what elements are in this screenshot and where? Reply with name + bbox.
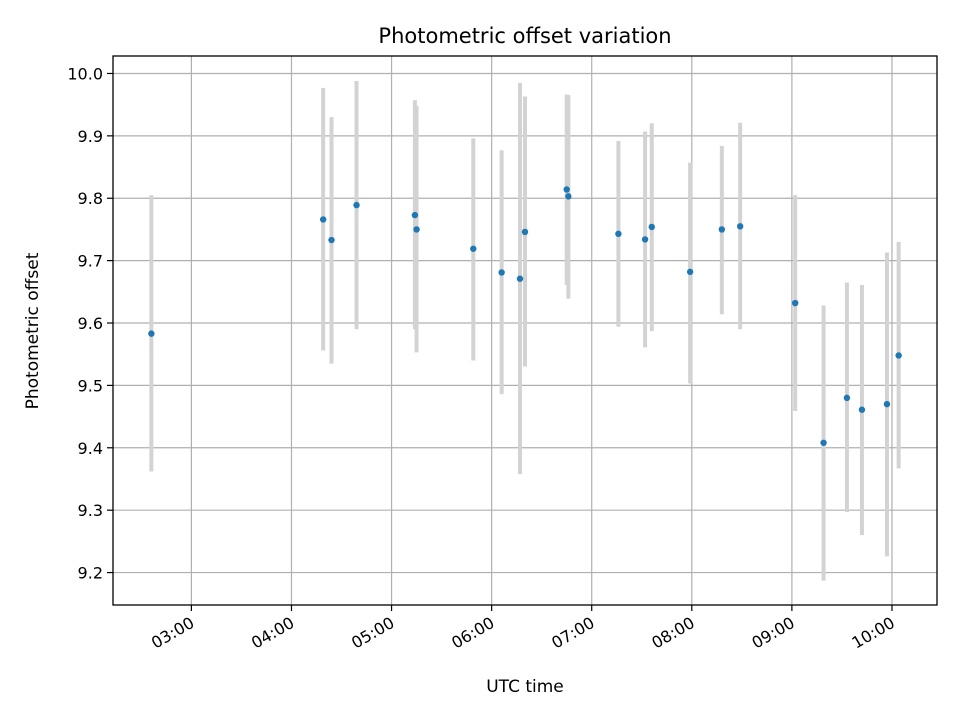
data-point: [895, 352, 902, 359]
y-tick-label: 10.0: [67, 64, 103, 83]
plot-frame: [112, 55, 938, 606]
data-point: [148, 330, 155, 337]
y-tick-label: 9.3: [78, 501, 103, 520]
data-point: [563, 186, 570, 193]
data-point: [792, 299, 799, 307]
data-point: [641, 236, 649, 243]
data-point: [319, 216, 327, 223]
data-point: [521, 228, 529, 236]
y-tick-label: 9.4: [78, 439, 103, 458]
y-tick-label: 9.7: [78, 252, 103, 271]
data-point: [883, 400, 891, 408]
data-point: [498, 269, 505, 276]
data-point: [843, 394, 851, 402]
data-point: [565, 193, 572, 200]
y-tick-label: 9.5: [78, 376, 103, 395]
data-point: [615, 230, 622, 238]
y-axis-title: Photometric offset: [23, 252, 43, 409]
data-point: [736, 223, 744, 230]
data-point: [686, 268, 694, 276]
data-point: [328, 236, 335, 244]
y-tick-label: 9.6: [78, 314, 103, 333]
grid: [113, 56, 937, 605]
data-point: [413, 226, 420, 233]
y-tick-label: 9.9: [78, 127, 103, 146]
data-point: [820, 439, 827, 446]
x-axis-title: UTC time: [486, 677, 564, 697]
data-point: [353, 201, 360, 209]
y-axis-ticks: 9.2 9.3 9.4 9.5 9.6 9.7 9.8 9.9 10.0: [67, 64, 113, 583]
data-point: [718, 226, 726, 233]
data-points: [148, 186, 902, 446]
data-point: [470, 245, 477, 252]
data-point: [516, 275, 524, 282]
y-tick-label: 9.8: [78, 189, 103, 208]
chart-title: Photometric offset variation: [378, 24, 671, 48]
y-tick-label: 9.2: [78, 564, 103, 583]
data-point: [411, 211, 419, 219]
data-point: [648, 223, 655, 231]
data-point: [858, 406, 866, 413]
